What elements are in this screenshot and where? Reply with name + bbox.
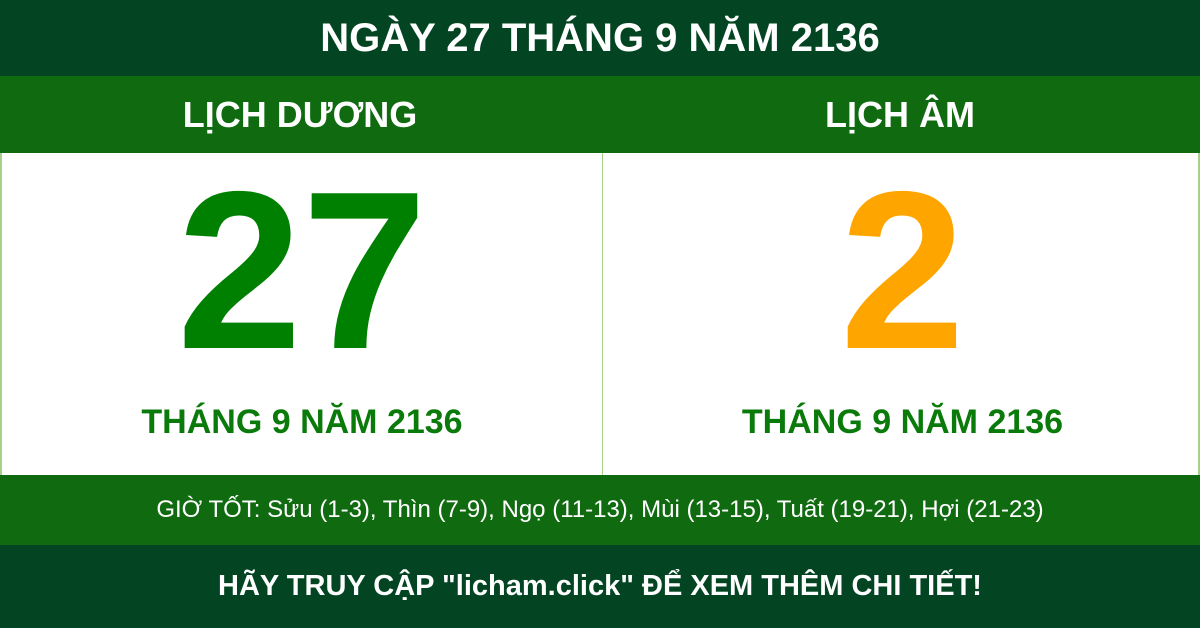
footer-cta: HÃY TRUY CẬP "licham.click" ĐỂ XEM THÊM … bbox=[0, 545, 1200, 628]
solar-day: 27 bbox=[176, 144, 428, 396]
solar-month-year: THÁNG 9 NĂM 2136 bbox=[141, 403, 463, 441]
solar-calendar-label: LỊCH DƯƠNG bbox=[182, 93, 418, 135]
good-hours: GIỜ TỐT: Sửu (1-3), Thìn (7-9), Ngọ (11-… bbox=[0, 475, 1200, 545]
lunar-day: 2 bbox=[839, 144, 966, 396]
calendar-body: 27 THÁNG 9 NĂM 2136 2 THÁNG 9 NĂM 2136 bbox=[0, 144, 1200, 475]
lunar-column: 2 THÁNG 9 NĂM 2136 bbox=[602, 144, 1200, 475]
lunar-calendar-label: LỊCH ÂM bbox=[825, 93, 975, 135]
lunar-month-year: THÁNG 9 NĂM 2136 bbox=[741, 403, 1064, 441]
calendar-headers: LỊCH DƯƠNG LỊCH ÂM bbox=[0, 76, 1200, 153]
solar-column: 27 THÁNG 9 NĂM 2136 bbox=[2, 144, 602, 475]
page-title: NGÀY 27 THÁNG 9 NĂM 2136 bbox=[0, 0, 1200, 76]
